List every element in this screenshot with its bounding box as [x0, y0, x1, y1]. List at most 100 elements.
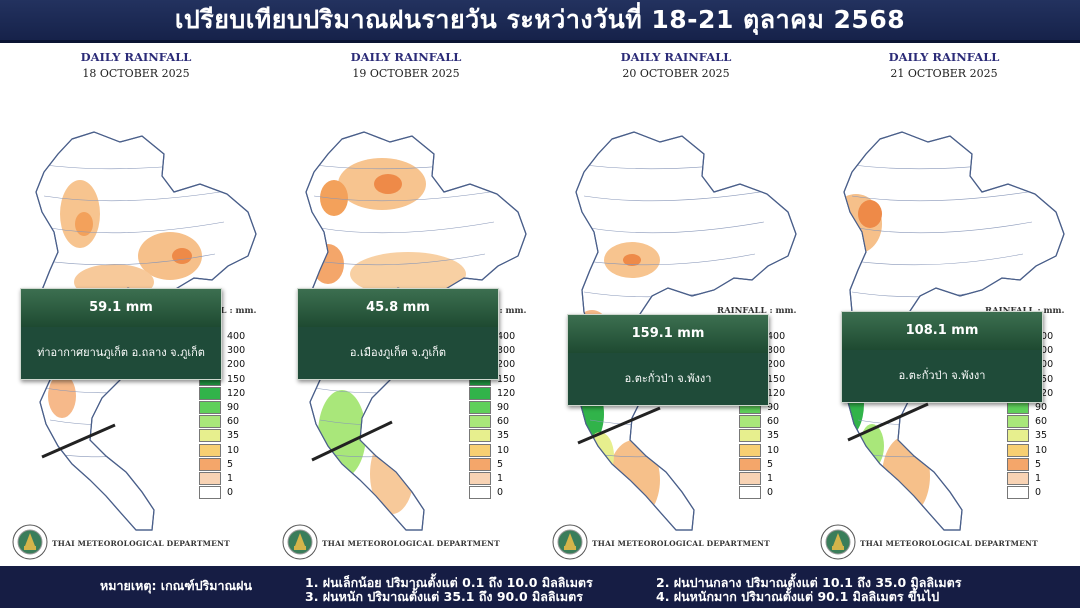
rain-area-7 [48, 374, 76, 418]
rain-area-4 [576, 420, 588, 448]
tmd-logo-icon [820, 524, 856, 560]
legend-swatch [739, 429, 761, 443]
map-date: 18 OCTOBER 2025 [82, 67, 190, 80]
legend-swatch [1007, 443, 1029, 457]
legend-swatch [739, 486, 761, 500]
rain-area-3 [350, 252, 466, 296]
province-boundary [307, 253, 486, 266]
department-name: THAI METEOROLOGICAL DEPARTMENT [860, 539, 1038, 548]
legend-swatch [469, 429, 491, 443]
page-title: เปรียบเทียบปริมาณฝนรายวัน ระหว่างวันที่ … [0, 0, 1080, 43]
rainfall-callout-19: 45.8 mm อ.เมืองภูเก็ต จ.ภูเก็ต [297, 288, 499, 380]
footer-notes: หมายเหตุ: เกณฑ์ปริมาณฝน 1. ฝนเล็กน้อย ปร… [0, 566, 1080, 608]
map-date: 20 OCTOBER 2025 [622, 67, 730, 80]
rain-area-1 [75, 212, 93, 236]
station-location: อ.ตะกั่วป่า จ.พังงา [842, 350, 1042, 402]
legend-swatch [199, 457, 221, 471]
legend-label: 200 [1035, 359, 1054, 371]
legend-swatch [199, 386, 221, 400]
legend-label: 400 [1035, 331, 1054, 342]
legend-label: 0 [497, 487, 504, 499]
legend-swatch [1007, 457, 1029, 471]
footer-item-1: 1. ฝนเล็กน้อย ปริมาณตั้งแต่ 0.1 ถึง 10.0… [305, 575, 593, 590]
legend-swatch [199, 401, 221, 414]
legend-label: 5 [767, 458, 774, 470]
legend-label: 300 [227, 345, 246, 357]
rain-area-5 [860, 424, 884, 468]
legend-label: 200 [497, 359, 516, 371]
legend-swatch [199, 415, 221, 429]
legend-label: 1 [227, 473, 234, 484]
legend-label: 200 [227, 359, 246, 371]
map-date: 21 OCTOBER 2025 [890, 67, 998, 80]
legend-label: 0 [767, 487, 774, 499]
rain-area-2 [138, 232, 202, 280]
rainfall-callout-20: 159.1 mm อ.ตะกั่วป่า จ.พังงา [567, 314, 769, 406]
tmd-logo-icon [552, 524, 588, 560]
rain-area-2 [320, 180, 348, 216]
legend-swatch [1007, 415, 1029, 429]
legend-label: 0 [227, 487, 234, 499]
rainfall-map-panel-20: DAILY RAINFALL 20 OCTOBER 2025 RAINFALL : … [542, 44, 810, 564]
province-boundary [37, 253, 216, 266]
province-boundary [43, 189, 234, 202]
legend-label: 150 [1035, 373, 1054, 385]
legend-swatch [739, 415, 761, 429]
legend-label: 200 [767, 359, 786, 371]
rainfall-value: 45.8 mm [298, 289, 498, 327]
map-date: 19 OCTOBER 2025 [352, 67, 460, 80]
legend-label: 300 [767, 345, 786, 357]
legend-swatch [469, 401, 491, 414]
rainfall-value: 108.1 mm [842, 312, 1042, 350]
legend-label: 90 [767, 402, 780, 413]
station-location: ท่าอากาศยานภูเก็ต อ.ถลาง จ.ภูเก็ต [21, 327, 221, 379]
province-boundary [49, 221, 225, 234]
province-boundary [857, 221, 1033, 234]
legend-label: 1 [497, 473, 504, 484]
legend-swatch [469, 457, 491, 471]
tmd-logo-icon [12, 524, 48, 560]
legend-swatch [1007, 486, 1029, 500]
tmd-logo-icon [282, 524, 318, 560]
legend-label: 35 [227, 430, 240, 442]
rain-area-1 [623, 254, 641, 266]
province-boundary [589, 221, 765, 234]
rainfall-callout-21: 108.1 mm อ.ตะกั่วป่า จ.พังงา [841, 311, 1043, 403]
legend-label: 60 [497, 416, 510, 428]
legend-label: 90 [1035, 402, 1048, 413]
footer-label: หมายเหตุ: เกณฑ์ปริมาณฝน [100, 578, 252, 593]
province-boundary [583, 189, 774, 202]
legend-swatch [469, 486, 491, 500]
department-name: THAI METEOROLOGICAL DEPARTMENT [592, 539, 770, 548]
legend-swatch [469, 443, 491, 457]
legend-label: 150 [227, 373, 246, 385]
legend-label: 10 [227, 444, 240, 456]
legend-swatch [739, 443, 761, 457]
legend-swatch [1007, 429, 1029, 443]
rain-area-7 [370, 434, 414, 514]
legend-swatch [199, 472, 221, 485]
legend-swatch [199, 486, 221, 500]
footer-item-3: 3. ฝนหนัก ปริมาณตั้งแต่ 35.1 ถึง 90.0 มิ… [305, 589, 583, 604]
legend-swatch [199, 429, 221, 443]
province-boundary [313, 189, 504, 202]
legend-label: 1 [767, 473, 774, 484]
legend-label: 35 [1035, 430, 1048, 442]
legend-swatch [199, 443, 221, 457]
department-name: THAI METEOROLOGICAL DEPARTMENT [52, 539, 230, 548]
legend-swatch [739, 472, 761, 485]
legend-label: 120 [767, 387, 786, 399]
rain-area-3 [172, 248, 192, 264]
legend-label: 300 [497, 345, 516, 357]
map-title: DAILY RAINFALL [350, 50, 462, 64]
rain-area-6 [586, 432, 614, 480]
map-title: DAILY RAINFALL [620, 50, 732, 64]
department-name: THAI METEOROLOGICAL DEPARTMENT [322, 539, 500, 548]
legend-label: 0 [1035, 487, 1042, 499]
legend-label: 5 [497, 458, 504, 470]
legend-label: 60 [767, 416, 780, 428]
legend-swatch [469, 472, 491, 485]
rain-area-1 [374, 174, 402, 194]
province-boundary [851, 189, 1042, 202]
legend-swatch [469, 386, 491, 400]
